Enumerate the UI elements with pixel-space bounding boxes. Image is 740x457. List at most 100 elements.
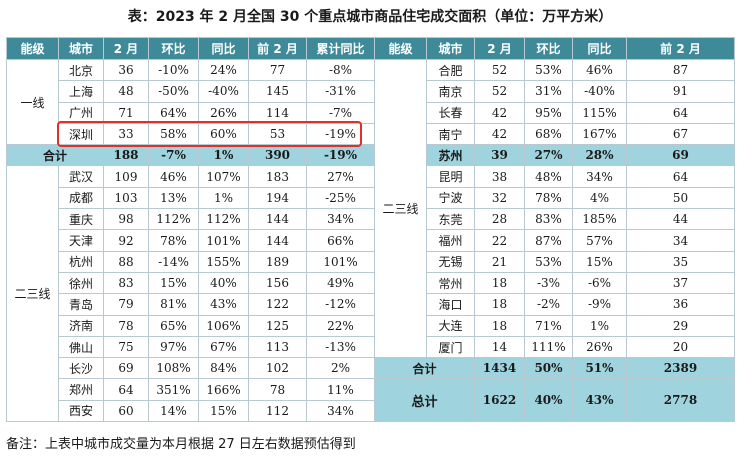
total-cell: 2778: [626, 378, 735, 423]
city-name: 青岛: [58, 293, 104, 316]
data-cell: 40%: [198, 271, 249, 295]
data-cell: 67: [626, 122, 735, 146]
city-name: 昆明: [426, 165, 475, 188]
data-cell: 26%: [572, 335, 627, 359]
tier-label-tier2: 二三线: [6, 165, 59, 423]
data-cell: 14%: [148, 399, 199, 423]
city-name: 佛山: [58, 335, 104, 359]
data-cell: 48: [103, 80, 149, 103]
data-cell: 78%: [524, 186, 573, 210]
data-cell: 18: [474, 293, 525, 316]
data-cell: 92: [103, 229, 149, 252]
tier-label-tier1: 一线: [6, 58, 59, 146]
data-cell: 106%: [198, 314, 249, 337]
data-cell: 95%: [524, 101, 573, 124]
data-cell: 167%: [572, 122, 627, 146]
data-cell: 27%: [524, 144, 573, 167]
data-cell: 48%: [524, 165, 573, 188]
data-cell: 2%: [306, 357, 375, 380]
data-cell: 75: [103, 335, 149, 359]
data-cell: 42: [474, 122, 525, 146]
data-cell: 185%: [572, 208, 627, 231]
data-cell: 26%: [198, 101, 249, 124]
city-name: 宁波: [426, 186, 475, 210]
column-header: 同比: [198, 37, 249, 60]
city-name: 大连: [426, 314, 475, 337]
data-cell: 64: [626, 101, 735, 124]
data-cell: 34: [626, 229, 735, 252]
data-cell: 71%: [524, 314, 573, 337]
data-cell: 103: [103, 186, 149, 210]
data-cell: 114: [248, 101, 307, 124]
data-cell: 111%: [524, 335, 573, 359]
data-cell: -14%: [148, 250, 199, 273]
column-header: 环比: [524, 37, 573, 60]
data-cell: 43%: [198, 293, 249, 316]
tier-label-tier2-right: 二三线: [374, 58, 427, 359]
city-name: 合肥: [426, 58, 475, 82]
data-cell: 145: [248, 80, 307, 103]
footnote: 备注：上表中城市成交量为本月根据 27 日左右数据预估得到: [6, 437, 356, 452]
data-cell: 156: [248, 271, 307, 295]
column-header: 能级: [374, 37, 427, 60]
data-cell: 66%: [306, 229, 375, 252]
sum-cell: 1%: [198, 144, 249, 167]
data-cell: 84%: [198, 357, 249, 380]
data-cell: 15%: [198, 399, 249, 423]
data-cell: 183: [248, 165, 307, 188]
data-cell: 28: [474, 208, 525, 231]
right-sum-cell: 50%: [524, 357, 573, 380]
sum-cell: -7%: [148, 144, 199, 167]
data-cell: 107%: [198, 165, 249, 188]
column-header: 城市: [58, 37, 104, 60]
data-cell: 52: [474, 58, 525, 82]
data-cell: -25%: [306, 186, 375, 210]
total-label: 总计: [374, 378, 475, 423]
city-name: 上海: [58, 80, 104, 103]
data-cell: 60: [103, 399, 149, 423]
data-cell: 46%: [572, 58, 627, 82]
data-cell: 29: [626, 314, 735, 337]
city-name: 深圳: [58, 122, 104, 146]
data-cell: 50: [626, 186, 735, 210]
data-cell: 91: [626, 80, 735, 103]
data-cell: 32: [474, 186, 525, 210]
data-cell: -3%: [524, 271, 573, 295]
data-cell: 35: [626, 250, 735, 273]
data-cell: 36: [103, 58, 149, 82]
data-cell: 64%: [148, 101, 199, 124]
data-cell: 15%: [148, 271, 199, 295]
city-name: 无锡: [426, 250, 475, 273]
data-cell: -40%: [198, 80, 249, 103]
data-cell: 108%: [148, 357, 199, 380]
data-cell: 67%: [198, 335, 249, 359]
data-cell: 79: [103, 293, 149, 316]
total-cell: 1622: [474, 378, 525, 423]
data-cell: -2%: [524, 293, 573, 316]
data-cell: 20: [626, 335, 735, 359]
data-cell: 87: [626, 58, 735, 82]
city-name: 北京: [58, 58, 104, 82]
data-cell: -10%: [148, 58, 199, 82]
city-name: 成都: [58, 186, 104, 210]
data-cell: 28%: [572, 144, 627, 167]
column-header: 前 2 月: [248, 37, 307, 60]
data-cell: 27%: [306, 165, 375, 188]
data-cell: 78: [103, 314, 149, 337]
city-name: 广州: [58, 101, 104, 124]
data-cell: 36: [626, 293, 735, 316]
city-name: 徐州: [58, 271, 104, 295]
data-cell: -31%: [306, 80, 375, 103]
data-cell: 31%: [524, 80, 573, 103]
data-cell: -7%: [306, 101, 375, 124]
data-cell: 125: [248, 314, 307, 337]
data-cell: 22: [474, 229, 525, 252]
